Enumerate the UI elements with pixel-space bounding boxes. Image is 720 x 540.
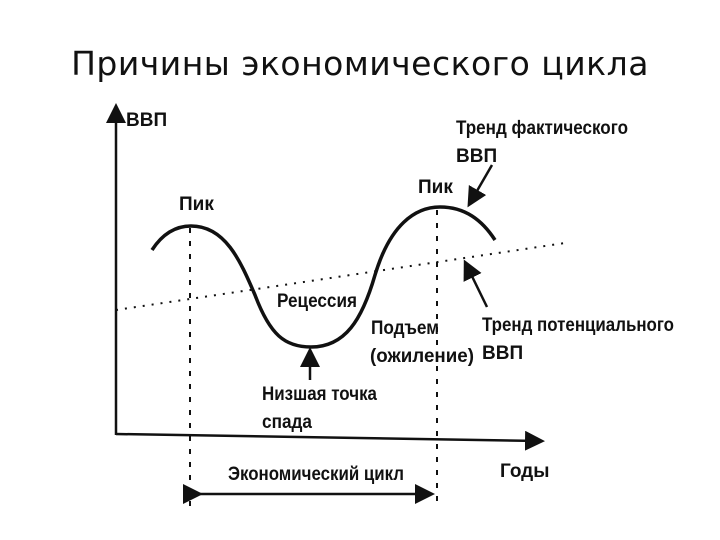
peak1-label: Пик bbox=[179, 194, 214, 215]
slide-title: Причины экономического цикла bbox=[71, 44, 649, 83]
potential-trend-label-1: Тренд потенциального bbox=[482, 315, 674, 336]
y-axis-label: ВВП bbox=[126, 110, 167, 131]
cycle-label: Экономический цикл bbox=[228, 464, 404, 485]
actual-trend-label-1: Тренд фактического bbox=[456, 118, 628, 139]
recovery-label-1: Подъем bbox=[371, 318, 439, 339]
actual-trend-arrow bbox=[467, 164, 494, 208]
potential-gdp-trend-line bbox=[115, 242, 566, 311]
trough-label-2: спада bbox=[262, 412, 312, 433]
actual-trend-label-2: ВВП bbox=[456, 146, 497, 167]
trough-label-1: Низшая точка bbox=[262, 384, 377, 405]
x-axis bbox=[115, 430, 545, 451]
actual-gdp-curve bbox=[150, 205, 497, 349]
x-axis-label: Годы bbox=[500, 461, 549, 482]
recession-label: Рецессия bbox=[277, 291, 357, 312]
potential-trend-label-2: ВВП bbox=[482, 343, 523, 364]
peak2-label: Пик bbox=[418, 177, 453, 198]
recovery-label-2: (ожиление) bbox=[370, 346, 474, 367]
potential-trend-arrow bbox=[463, 259, 489, 308]
